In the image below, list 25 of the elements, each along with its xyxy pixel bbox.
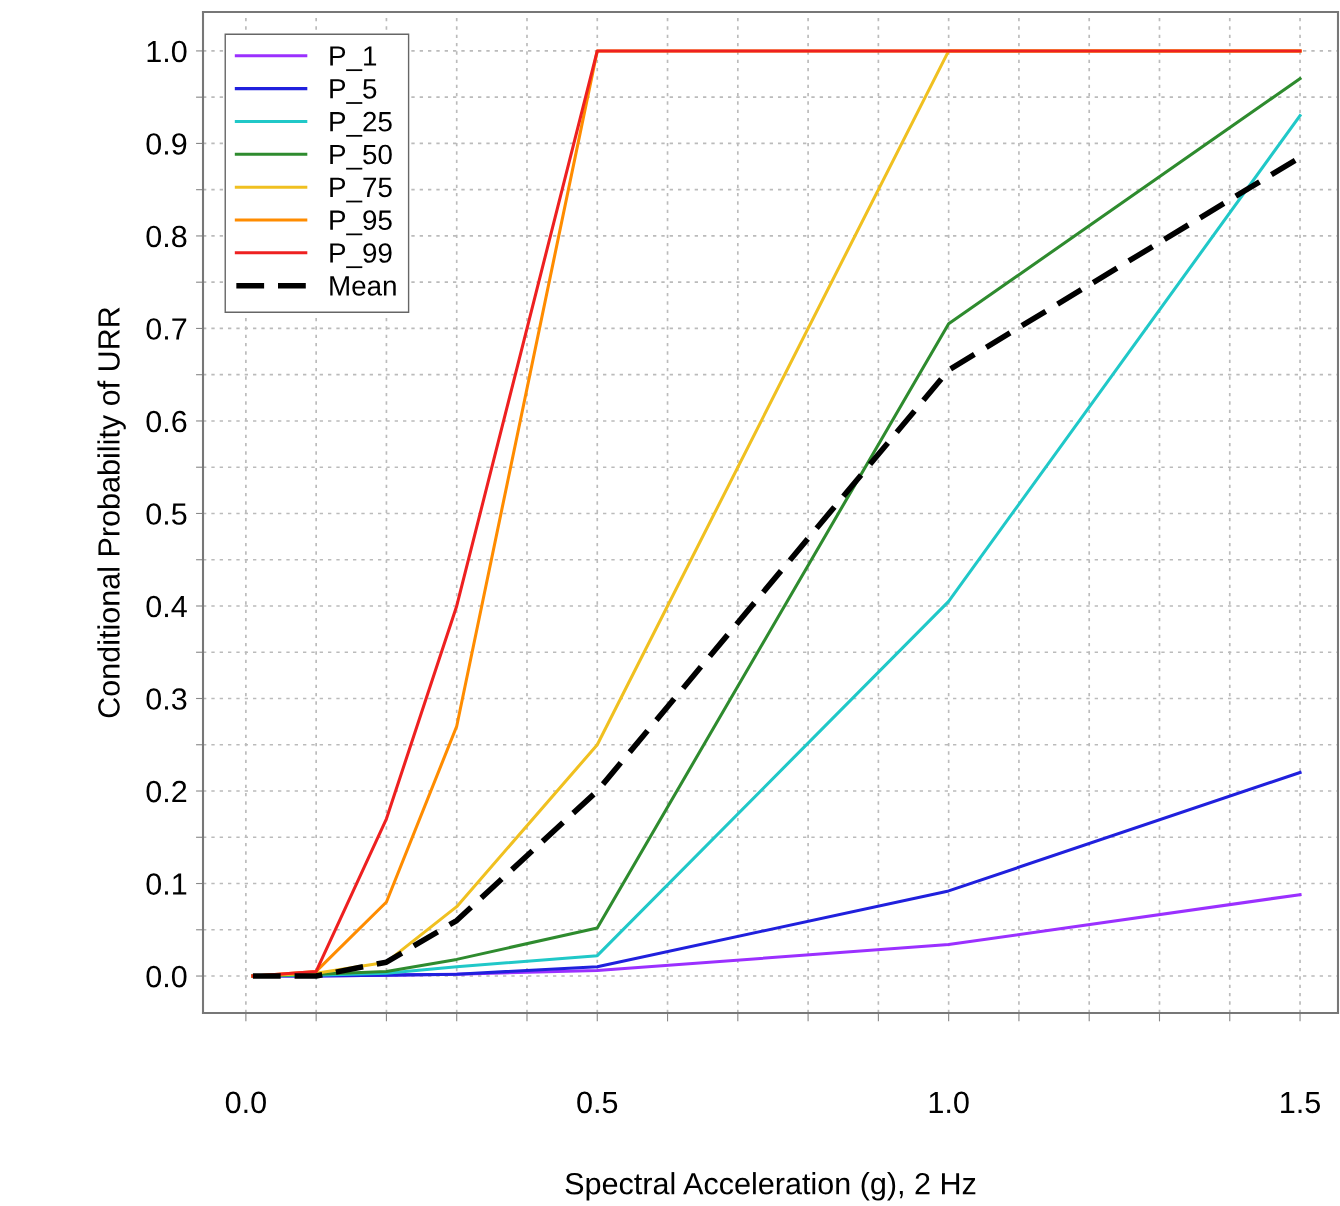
y-tick-label: 0.8	[146, 225, 187, 248]
y-tick-label: 0.4	[146, 595, 187, 618]
legend-label: P_25	[330, 111, 392, 137]
legend-label: Mean	[330, 276, 396, 296]
x-tick-label: 0.0	[225, 1091, 266, 1114]
legend-label: P_95	[330, 210, 392, 236]
x-tick-label: 0.5	[577, 1091, 618, 1114]
x-tick-label: 1.0	[929, 1091, 969, 1114]
y-tick-label: 0.7	[146, 318, 187, 340]
x-tick-label: 1.5	[1281, 1091, 1320, 1114]
legend-label: P_5	[330, 79, 377, 104]
legend-label: P_75	[330, 177, 392, 203]
y-tick-label: 0.2	[146, 780, 187, 803]
y-tick-label: 0.3	[146, 688, 187, 710]
legend-label: P_1	[330, 46, 377, 72]
y-tick-label: 0.9	[146, 133, 187, 155]
y-tick-label: 0.1	[146, 873, 187, 895]
y-tick-label: 1.0	[147, 40, 187, 63]
legend-label: P_50	[330, 144, 392, 170]
legend-label: P_99	[330, 243, 392, 269]
y-tick-label: 0.5	[146, 503, 187, 525]
y-axis-title: Conditional Probability of URR	[97, 307, 126, 718]
y-tick-label: 0.6	[146, 410, 187, 433]
y-tick-label: 0.0	[146, 965, 187, 988]
x-axis-title: Spectral Acceleration (g), 2 Hz	[565, 1172, 976, 1201]
